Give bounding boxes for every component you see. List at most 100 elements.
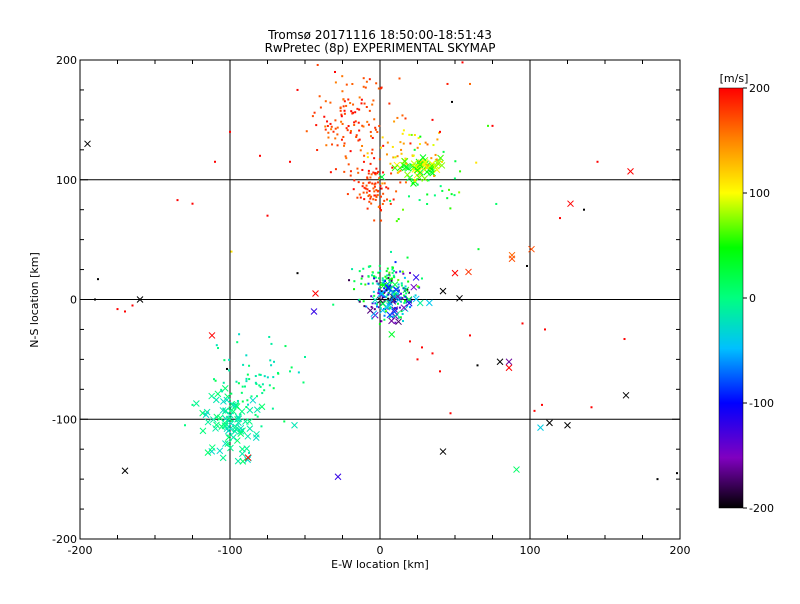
data-point-dot (361, 185, 364, 188)
data-point-dot (378, 124, 381, 127)
data-point-cross (393, 161, 401, 169)
data-point-dot (240, 391, 243, 394)
data-point-dot (441, 189, 444, 192)
data-point-dot (406, 288, 409, 291)
data-point-dot (394, 321, 397, 324)
data-point-dot (366, 207, 369, 210)
data-point-dot (329, 101, 332, 104)
data-point-dot (217, 347, 220, 350)
data-point-dot (363, 102, 366, 105)
data-point-dot (369, 176, 372, 179)
data-point-dot (414, 294, 417, 297)
data-point-cross (412, 295, 420, 303)
data-point-cross (378, 173, 386, 181)
data-point-dot (382, 282, 385, 285)
data-point-dot (418, 143, 421, 146)
data-point-dot (451, 100, 453, 103)
data-point-dot (388, 278, 391, 281)
data-point-dot (454, 160, 457, 163)
data-point-dot (316, 149, 319, 152)
data-point-dot (583, 208, 585, 211)
data-point-dot (458, 191, 461, 194)
data-point-cross (421, 175, 429, 182)
data-point-dot (255, 382, 258, 385)
data-point-dot (371, 274, 374, 277)
data-point-dot (343, 170, 346, 173)
data-point-dot (361, 275, 364, 278)
data-point-dot (395, 271, 398, 274)
data-point-dot (369, 197, 372, 200)
data-point-cross (434, 160, 442, 168)
data-point-dot (353, 121, 356, 124)
data-point-dot (367, 169, 370, 172)
data-point-dot (327, 136, 330, 139)
data-point-dot (266, 376, 269, 379)
data-point-cross (238, 450, 246, 458)
data-points (84, 61, 678, 481)
data-point-cross (395, 318, 402, 326)
data-point-dot (389, 281, 392, 284)
data-point-dot (324, 125, 327, 128)
data-point-dot (385, 270, 388, 273)
data-point-dot (401, 114, 404, 117)
data-point-dot (245, 377, 248, 380)
data-point-dot (419, 135, 422, 138)
data-point-dot (277, 372, 280, 375)
data-point-dot (433, 194, 436, 197)
data-point-dot (254, 413, 257, 416)
data-point-cross (204, 418, 212, 426)
data-point-dot (375, 82, 378, 85)
data-point-dot (258, 373, 261, 376)
data-point-cross (227, 411, 234, 419)
data-point-cross (627, 168, 634, 175)
data-point-dot (263, 375, 266, 378)
data-point-dot (341, 90, 344, 93)
data-point-dot (427, 179, 430, 182)
data-point-dot (435, 158, 438, 161)
data-point-dot (246, 399, 249, 402)
data-point-dot (191, 403, 194, 406)
data-point-cross (386, 311, 394, 319)
data-point-dot (377, 205, 380, 208)
colorbar-label: [m/s] (720, 72, 749, 85)
data-point-dot (380, 294, 383, 297)
data-point-dot (459, 170, 462, 173)
data-point-dot (356, 167, 359, 170)
data-point-dot (223, 359, 226, 362)
data-point-dot (385, 186, 388, 189)
data-point-cross (415, 174, 423, 181)
data-point-dot (373, 190, 376, 193)
data-point-cross (84, 140, 91, 148)
data-point-dot (283, 420, 286, 423)
data-point-dot (380, 187, 383, 190)
data-point-cross (312, 290, 319, 297)
data-point-cross (244, 432, 252, 440)
data-point-cross (243, 445, 251, 453)
data-point-dot (431, 118, 434, 121)
data-point-dot (394, 306, 397, 309)
data-point-dot (418, 199, 421, 202)
data-point-dot (380, 290, 383, 293)
data-point-dot (404, 117, 407, 120)
data-point-dot (340, 113, 343, 116)
data-point-dot (360, 282, 363, 285)
data-point-dot (261, 383, 264, 386)
data-point-dot (352, 103, 355, 106)
data-point-cross (622, 391, 630, 399)
data-point-dot (357, 139, 360, 142)
data-point-cross (246, 406, 254, 414)
data-point-dot (375, 167, 378, 170)
data-point-cross (564, 421, 571, 429)
data-point-dot (323, 115, 326, 118)
data-point-dot (368, 190, 371, 193)
y-axis-label: N-S location [km] (28, 252, 41, 348)
chart-subtitle: RwPretec (8p) EXPERIMENTAL SKYMAP (265, 41, 496, 55)
data-point-cross (505, 358, 513, 366)
data-point-dot (259, 154, 261, 157)
data-point-cross (377, 290, 385, 298)
data-point-cross (402, 286, 410, 294)
data-point-dot (237, 382, 240, 385)
data-point-dot (386, 141, 389, 144)
data-point-dot (290, 366, 293, 369)
data-point-dot (245, 406, 248, 409)
